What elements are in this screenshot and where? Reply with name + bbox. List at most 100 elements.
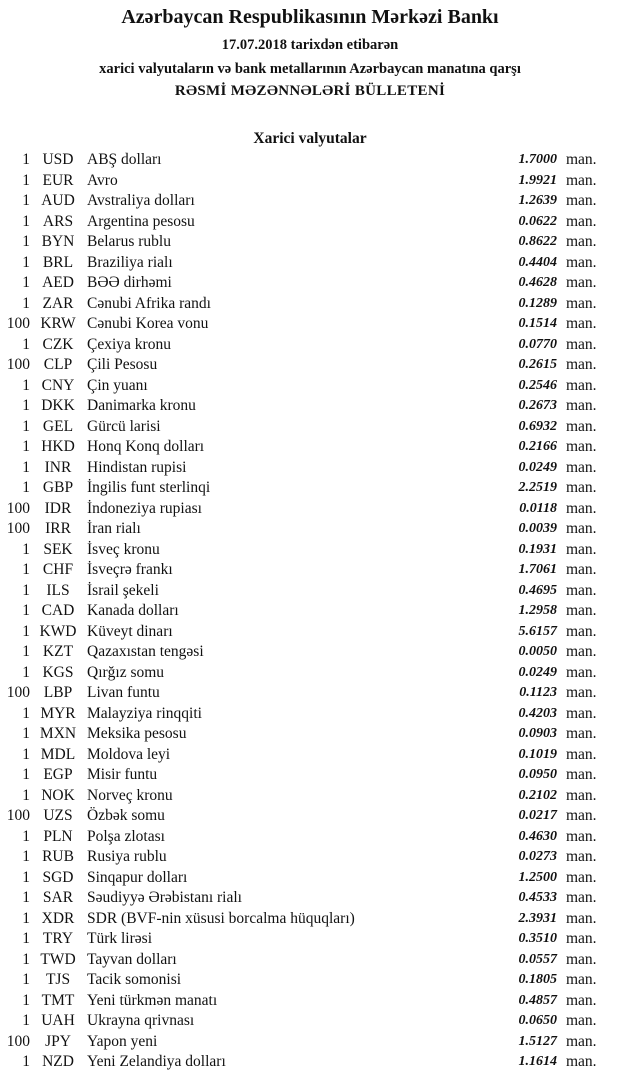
table-row: 1 AED BƏƏ dirhəmi 0.4628 man. [0, 273, 620, 293]
table-row: 1 MXN Meksika pesosu 0.0903 man. [0, 724, 620, 744]
table-row: 1 ILS İsrail şekeli 0.4695 man. [0, 581, 620, 601]
quantity: 1 [22, 848, 30, 865]
quantity: 1 [22, 376, 30, 394]
quantity: 1 [22, 868, 30, 886]
currency-code: MDL [40, 745, 76, 763]
currency-name: Misir funtu [87, 766, 158, 783]
table-row: 1 BRL Braziliya rialı 0.4404 man. [0, 253, 620, 273]
table-row: 1 SGD Sinqapur dolları 1.2500 man. [0, 868, 620, 888]
rate-value: 1.2500 [518, 869, 558, 885]
rate-value: 0.2673 [518, 398, 558, 413]
currency-name: Hindistan rupisi [87, 458, 187, 476]
table-row: 1 CNY Çin yuanı 0.2546 man. [0, 376, 620, 396]
currency-code: EUR [42, 171, 74, 189]
currency-name: Qazaxıstan tengəsi [87, 643, 204, 660]
unit: man. [566, 561, 597, 578]
quantity: 1 [22, 397, 30, 414]
currency-name: Türk lirəsi [87, 930, 152, 947]
rate-value: 0.0118 [519, 500, 557, 516]
date-line: 17.07.2018 tarixdən etibarən [221, 37, 399, 53]
currency-name: Rusiya rublu [87, 848, 167, 865]
currency-code: GBP [42, 479, 74, 496]
currency-name: İran rialı [87, 520, 141, 537]
currency-code: SGD [42, 868, 74, 886]
currency-code: CLP [43, 356, 73, 373]
unit: man. [566, 930, 597, 947]
unit: man. [566, 909, 597, 927]
rate-value: 1.9921 [518, 172, 558, 188]
currency-code: AUD [41, 192, 75, 209]
currency-name: Norveç kronu [87, 786, 173, 804]
quantity: 1 [22, 1012, 30, 1029]
table-row: 1 GBP İngilis funt sterlinqi 2.2519 man. [0, 478, 620, 498]
quantity: 1 [22, 930, 30, 947]
rate-value: 0.0217 [518, 808, 558, 823]
currency-name: Kanada dolları [87, 602, 179, 619]
quantity: 100 [6, 315, 30, 332]
currency-code: KWD [39, 622, 77, 640]
table-row: 100 UZS Özbək somu 0.0217 man. [0, 806, 620, 826]
unit: man. [566, 848, 597, 865]
quantity: 1 [22, 212, 30, 230]
rate-value: 0.4404 [518, 254, 558, 270]
currency-code: IDR [44, 499, 72, 517]
currency-name: Çin yuanı [87, 376, 148, 394]
currency-code: SAR [42, 889, 74, 906]
currency-name: Gürcü larisi [87, 417, 161, 435]
quantity: 1 [22, 274, 30, 291]
currency-code: SEK [43, 540, 73, 558]
currency-name: Argentina pesosu [87, 212, 195, 230]
table-row: 1 HKD Honq Konq dolları 0.2166 man. [0, 437, 620, 457]
table-row: 1 BYN Belarus rublu 0.8622 man. [0, 232, 620, 252]
table-row: 1 TWD Tayvan dolları 0.0557 man. [0, 950, 620, 970]
rate-value: 0.4203 [518, 705, 558, 721]
unit: man. [566, 1032, 597, 1050]
quantity: 1 [22, 971, 30, 988]
table-row: 1 KGS Qırğız somu 0.0249 man. [0, 663, 620, 683]
rate-value: 2.2519 [518, 480, 558, 495]
table-row: 1 KZT Qazaxıstan tengəsi 0.0050 man. [0, 642, 620, 662]
rate-value: 0.2615 [518, 357, 558, 372]
unit: man. [566, 151, 597, 168]
rate-value: 2.3931 [518, 910, 558, 926]
quantity: 1 [22, 950, 30, 968]
quantity: 1 [22, 725, 30, 742]
currency-name: Polşa zlotası [87, 827, 165, 845]
table-row: 100 JPY Yapon yeni 1.5127 man. [0, 1032, 620, 1052]
unit: man. [566, 356, 597, 373]
unit: man. [566, 704, 597, 722]
currency-code: ARS [42, 212, 74, 230]
quantity: 100 [6, 499, 30, 517]
unit: man. [566, 458, 597, 476]
currency-name: Çexiya kronu [87, 335, 171, 353]
table-row: 1 MDL Moldova leyi 0.1019 man. [0, 745, 620, 765]
quantity: 1 [22, 417, 30, 435]
quantity: 1 [22, 171, 30, 189]
unit: man. [566, 479, 597, 496]
unit: man. [566, 315, 597, 332]
quantity: 100 [6, 520, 30, 537]
quantity: 1 [22, 151, 30, 168]
table-row: 100 CLP Çili Pesosu 0.2615 man. [0, 355, 620, 375]
currency-name: Yeni türkmən manatı [87, 991, 218, 1009]
rate-value: 0.0249 [518, 664, 558, 680]
unit: man. [566, 581, 597, 599]
rate-value: 0.1123 [519, 685, 557, 700]
currency-code: GEL [42, 417, 74, 435]
quantity: 1 [22, 581, 30, 599]
table-row: 1 TMT Yeni türkmən manatı 0.4857 man. [0, 991, 620, 1011]
rate-value: 0.4630 [518, 828, 558, 844]
table-row: 1 DKK Danimarka kronu 0.2673 man. [0, 396, 620, 416]
currency-code: USD [42, 151, 74, 168]
currency-code: HKD [41, 438, 75, 455]
quantity: 100 [6, 807, 30, 824]
unit: man. [566, 807, 597, 824]
table-row: 1 EGP Misir funtu 0.0950 man. [0, 765, 620, 785]
currency-code: CHF [42, 561, 74, 578]
rate-value: 0.4695 [518, 582, 558, 598]
table-row: 1 USD ABŞ dolları 1.7000 man. [0, 150, 620, 170]
currency-code: NOK [41, 786, 75, 804]
table-row: 1 MYR Malayziya rinqqiti 0.4203 man. [0, 704, 620, 724]
currency-code: MXN [39, 725, 77, 742]
unit: man. [566, 827, 597, 845]
